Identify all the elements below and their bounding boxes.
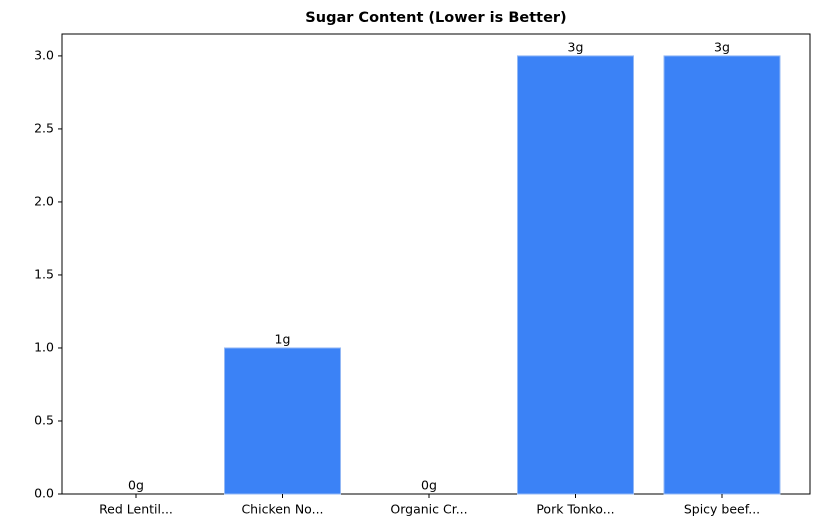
y-tick-label: 3.0 (34, 47, 54, 62)
value-label: 3g (714, 39, 730, 54)
bar (663, 55, 781, 495)
value-label: 1g (275, 331, 291, 346)
x-tick-label: Organic Cr... (390, 502, 467, 517)
y-tick-label: 0.5 (34, 412, 54, 427)
y-tick-label: 1.0 (34, 339, 54, 354)
value-label: 0g (128, 478, 144, 493)
axes-frame (61, 33, 811, 495)
bar (224, 347, 341, 495)
y-tick-label: 0.0 (34, 486, 54, 501)
chart-title: Sugar Content (Lower is Better) (305, 10, 566, 26)
y-tick-label: 2.0 (34, 193, 54, 208)
y-tick-label: 1.5 (34, 266, 54, 281)
x-tick-label: Chicken No... (241, 502, 323, 517)
x-tick-label: Spicy beef... (684, 502, 760, 517)
value-label: 0g (421, 478, 437, 493)
value-label: 3g (568, 39, 584, 54)
x-tick-label: Pork Tonko... (536, 502, 614, 517)
bar (517, 55, 634, 495)
y-tick-label: 2.5 (34, 120, 54, 135)
x-tick-label: Red Lentil... (99, 502, 173, 517)
